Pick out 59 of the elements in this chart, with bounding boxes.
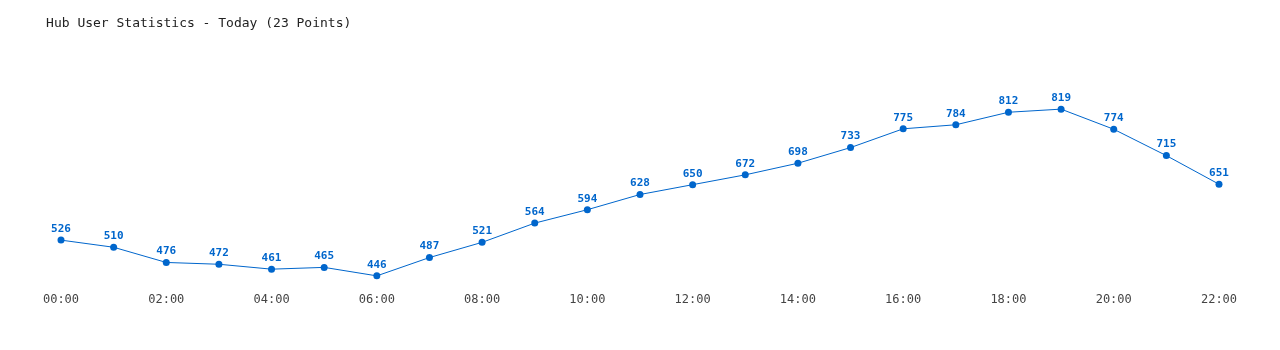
data-label: 628 — [630, 176, 650, 190]
data-label: 510 — [103, 229, 124, 243]
data-label: 446 — [366, 257, 388, 271]
data-label: 775 — [893, 110, 914, 124]
point — [741, 171, 749, 179]
data-label: 774 — [1103, 111, 1125, 125]
point — [320, 263, 328, 271]
point — [1057, 105, 1065, 113]
data-label: 564 — [524, 204, 546, 218]
point — [425, 254, 433, 262]
point — [583, 206, 591, 214]
point — [110, 243, 118, 251]
x-tick-label: 14:00 — [779, 292, 816, 306]
x-tick-label: 00:00 — [42, 292, 80, 306]
data-label: 812 — [998, 94, 1019, 108]
point — [636, 191, 644, 199]
data-label: 733 — [840, 129, 861, 143]
data-label: 526 — [51, 221, 72, 235]
point — [268, 265, 276, 273]
data-label: 651 — [1209, 166, 1230, 180]
x-tick-label: 04:00 — [253, 292, 290, 306]
chart-title: Hub User Statistics - Today (23 Points) — [46, 14, 352, 30]
x-tick-label: 16:00 — [885, 292, 922, 306]
point — [1004, 108, 1012, 116]
point — [162, 258, 170, 266]
x-tick-label: 20:00 — [1095, 292, 1132, 306]
point — [57, 236, 65, 244]
data-label: 487 — [419, 239, 440, 253]
data-label: 476 — [156, 244, 177, 258]
x-tick-label: 02:00 — [148, 292, 185, 306]
point — [531, 219, 539, 227]
point — [1110, 125, 1118, 133]
data-label: 784 — [945, 106, 967, 120]
point — [215, 260, 223, 268]
x-tick-label: 08:00 — [464, 292, 501, 306]
point — [373, 272, 381, 280]
point — [794, 159, 802, 167]
data-label: 650 — [682, 166, 703, 180]
point — [478, 238, 486, 246]
x-tick-label: 12:00 — [674, 292, 711, 306]
point — [689, 181, 697, 189]
x-tick-label: 06:00 — [358, 292, 395, 306]
point — [847, 144, 855, 152]
data-label: 672 — [735, 156, 756, 170]
x-tick-label: 18:00 — [990, 292, 1027, 306]
data-label: 819 — [1051, 91, 1072, 105]
data-label: 594 — [577, 191, 598, 205]
point — [1162, 152, 1170, 160]
data-label: 715 — [1156, 137, 1177, 151]
point — [899, 125, 907, 133]
x-tick-label: 22:00 — [1200, 292, 1238, 306]
data-label: 521 — [472, 224, 493, 238]
x-tick-label: 10:00 — [569, 292, 606, 306]
point — [1215, 180, 1223, 188]
data-label: 698 — [787, 145, 808, 159]
data-label: 461 — [261, 251, 282, 265]
data-label: 465 — [314, 249, 335, 263]
data-label: 472 — [208, 246, 229, 260]
point — [952, 121, 960, 129]
